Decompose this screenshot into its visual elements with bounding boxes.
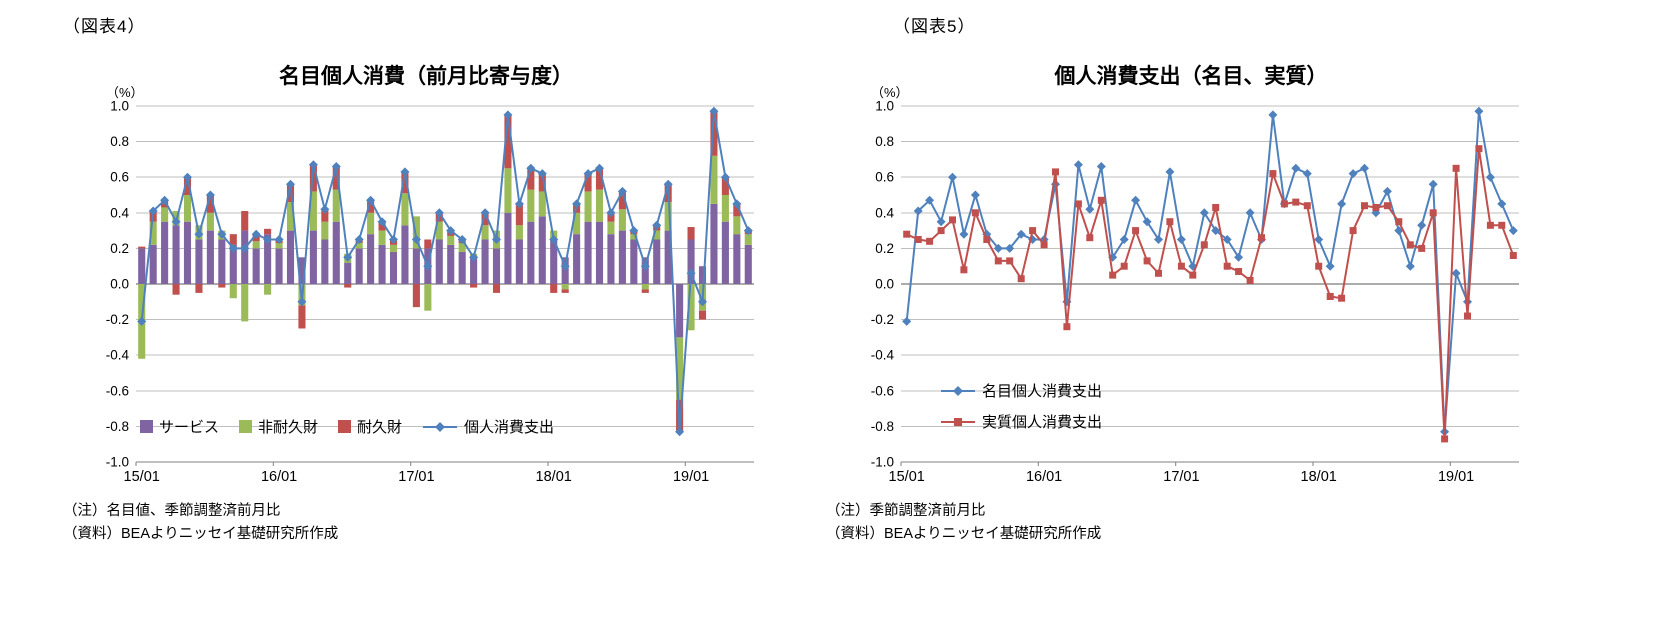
legend-pce-label: 個人消費支出 bbox=[464, 419, 555, 436]
svg-text:19/01: 19/01 bbox=[673, 469, 709, 485]
svg-text:0.8: 0.8 bbox=[110, 134, 129, 149]
legend-item-nondurables: 非耐久財 bbox=[239, 416, 318, 437]
svg-text:15/01: 15/01 bbox=[889, 469, 925, 485]
legend-item-services: サービス bbox=[140, 416, 219, 437]
svg-text:-0.2: -0.2 bbox=[871, 312, 894, 327]
svg-text:0.4: 0.4 bbox=[875, 205, 894, 220]
svg-text:0.6: 0.6 bbox=[110, 170, 129, 185]
figure5-note-line1: （注）季節調整済前月比 bbox=[826, 503, 986, 519]
figure5-note-line2: （資料）BEAよりニッセイ基礎研究所作成 bbox=[826, 526, 1102, 542]
svg-text:0.4: 0.4 bbox=[110, 205, 129, 220]
legend-item-real-pce: 実質個人消費支出 bbox=[940, 411, 1102, 432]
svg-text:0.0: 0.0 bbox=[875, 277, 894, 292]
svg-text:-0.2: -0.2 bbox=[106, 312, 129, 327]
legend-nondurables-label: 非耐久財 bbox=[258, 419, 319, 436]
svg-text:-0.4: -0.4 bbox=[106, 348, 130, 363]
svg-text:0.2: 0.2 bbox=[110, 241, 129, 256]
figure4-title: 名目個人消費（前月比寄与度） bbox=[279, 65, 573, 88]
svg-text:18/01: 18/01 bbox=[536, 469, 572, 485]
svg-text:17/01: 17/01 bbox=[1163, 469, 1199, 485]
figure5-title: 個人消費支出（名目、実質） bbox=[1054, 65, 1328, 88]
figure4-tag: （図表4） bbox=[63, 17, 146, 36]
svg-text:1.0: 1.0 bbox=[110, 99, 129, 114]
svg-text:1.0: 1.0 bbox=[875, 99, 894, 114]
svg-text:0.2: 0.2 bbox=[875, 241, 894, 256]
real-line-marker-icon bbox=[940, 416, 976, 428]
svg-text:17/01: 17/01 bbox=[398, 469, 434, 485]
svg-text:-0.8: -0.8 bbox=[106, 419, 129, 434]
figure5-unit-label: （%） bbox=[871, 85, 909, 100]
figure4-legend: サービス 非耐久財 耐久財 個人消費支出 bbox=[140, 416, 554, 437]
services-swatch-icon bbox=[140, 420, 153, 433]
svg-text:16/01: 16/01 bbox=[1026, 469, 1062, 485]
svg-text:0.8: 0.8 bbox=[875, 134, 894, 149]
legend-durables-label: 耐久財 bbox=[357, 419, 403, 436]
figure5-legend: 名目個人消費支出 実質個人消費支出 bbox=[940, 380, 1102, 432]
svg-text:-0.6: -0.6 bbox=[106, 383, 129, 398]
svg-text:-0.8: -0.8 bbox=[871, 419, 894, 434]
figure4-note-line2: （資料）BEAよりニッセイ基礎研究所作成 bbox=[63, 526, 339, 542]
durables-swatch-icon bbox=[338, 420, 352, 433]
legend-item-pce: 個人消費支出 bbox=[422, 416, 554, 437]
svg-text:15/01: 15/01 bbox=[124, 469, 160, 485]
svg-text:19/01: 19/01 bbox=[1438, 469, 1474, 485]
svg-text:-1.0: -1.0 bbox=[871, 455, 894, 470]
svg-text:-0.4: -0.4 bbox=[871, 348, 895, 363]
pce-line-marker-icon bbox=[422, 421, 458, 433]
svg-text:16/01: 16/01 bbox=[261, 469, 297, 485]
figure5-chart: -1.0 -0.8 -0.6 -0.4 -0.2 0.0 0.2 0.4 0.6 0.8 1.0 15… bbox=[871, 99, 1519, 485]
legend-item-nominal-pce: 名目個人消費支出 bbox=[940, 380, 1102, 401]
legend-real-pce-label: 実質個人消費支出 bbox=[982, 414, 1103, 431]
svg-text:18/01: 18/01 bbox=[1301, 469, 1337, 485]
svg-text:-0.6: -0.6 bbox=[871, 383, 894, 398]
figure4-notes: （注）名目値、季節調整済前月比 （資料）BEAよりニッセイ基礎研究所作成 bbox=[63, 500, 338, 546]
figure5-tag: （図表5） bbox=[893, 17, 976, 36]
figure5-notes: （注）季節調整済前月比 （資料）BEAよりニッセイ基礎研究所作成 bbox=[826, 500, 1101, 546]
legend-services-label: サービス bbox=[159, 419, 220, 436]
nondurables-swatch-icon bbox=[239, 420, 253, 433]
svg-text:-1.0: -1.0 bbox=[106, 455, 129, 470]
legend-nominal-pce-label: 名目個人消費支出 bbox=[982, 383, 1103, 400]
svg-text:0.6: 0.6 bbox=[875, 170, 894, 185]
legend-item-durables: 耐久財 bbox=[338, 416, 402, 437]
figure4-chart: -1.0 -0.8 -0.6 -0.4 -0.2 0.0 0.2 0.4 0.6 0.8 1.0 15… bbox=[106, 99, 754, 485]
svg-text:0.0: 0.0 bbox=[110, 277, 129, 292]
nominal-line-marker-icon bbox=[940, 385, 976, 397]
figure4-note-line1: （注）名目値、季節調整済前月比 bbox=[63, 503, 281, 519]
figure4-unit-label: （%） bbox=[106, 85, 144, 100]
